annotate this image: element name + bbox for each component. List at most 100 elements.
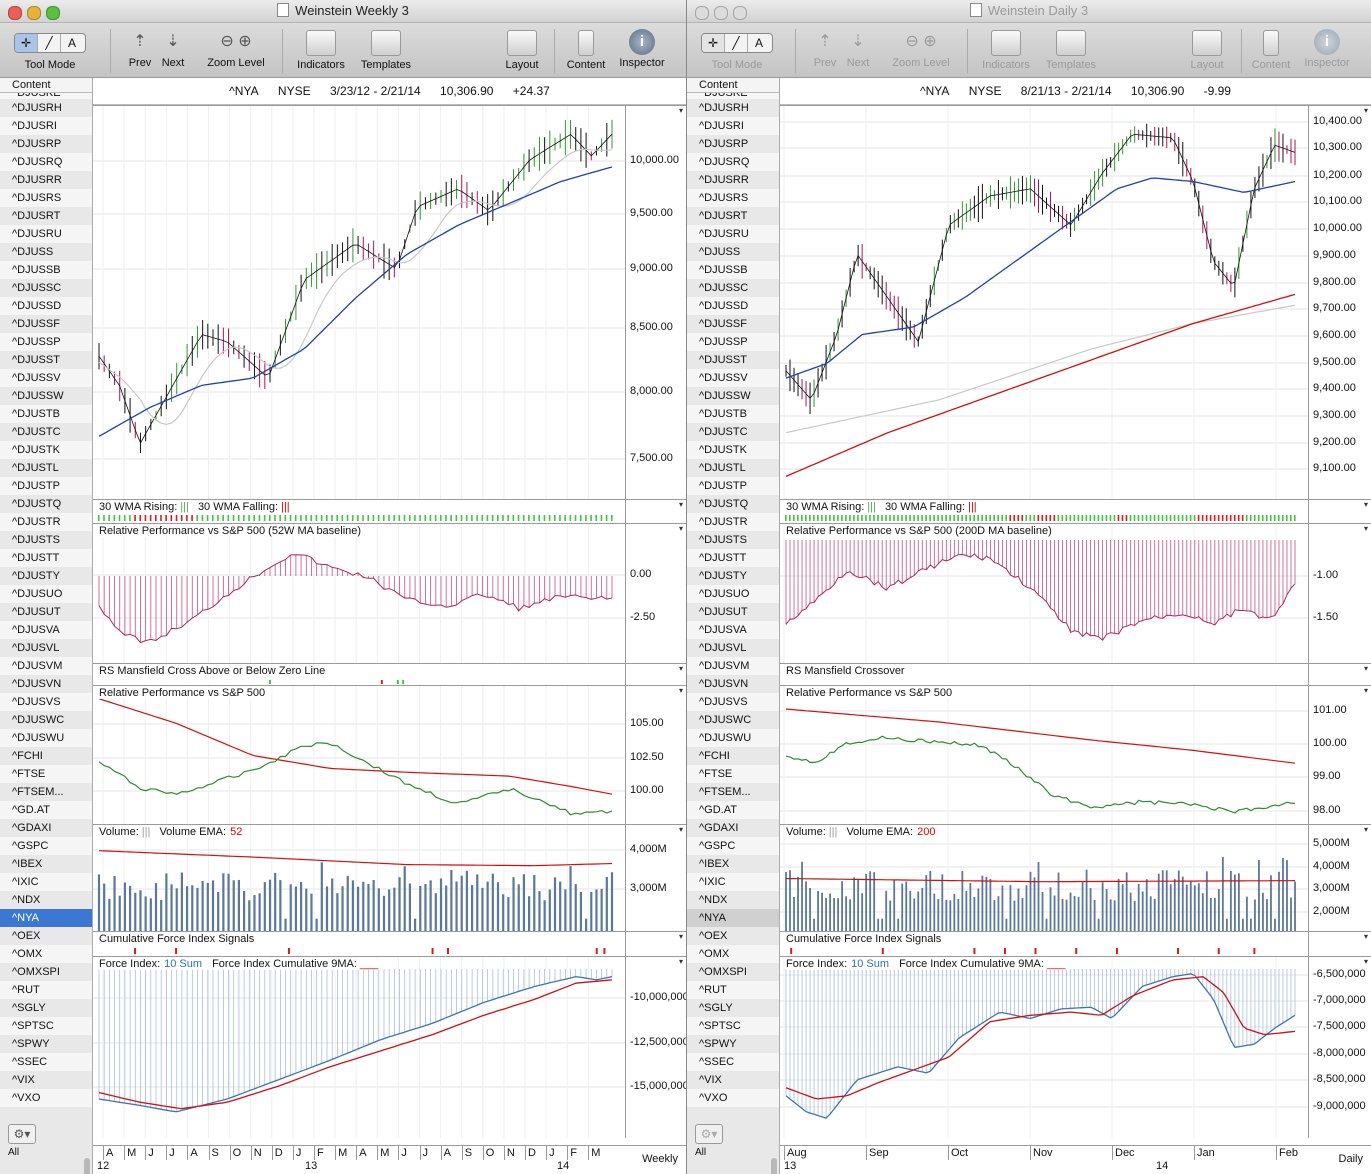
- sidebar-item[interactable]: ^GSPC: [687, 837, 779, 855]
- plot-price[interactable]: [780, 106, 1309, 500]
- sidebar-item[interactable]: ^GDAXI: [699, 822, 739, 834]
- sidebar-item[interactable]: ^IBEX: [12, 858, 43, 870]
- line-tool-icon[interactable]: ╱: [725, 34, 748, 52]
- pane-menu-icon[interactable]: ▾: [678, 825, 683, 834]
- plot-wma[interactable]: [780, 500, 1309, 524]
- sidebar-item[interactable]: ^SPTSC: [0, 1017, 92, 1035]
- sidebar-item[interactable]: ^DJUSKE: [687, 93, 779, 99]
- window-titlebar[interactable]: Weinstein Weekly 3: [0, 0, 686, 23]
- tool-mode-segmented[interactable]: ✛ ╱ A: [14, 33, 86, 53]
- sidebar-item[interactable]: ^DJUSVM: [687, 657, 779, 675]
- plot-vol[interactable]: [780, 825, 1309, 932]
- sidebar-item[interactable]: ^GDAXI: [12, 822, 52, 834]
- sidebar-item[interactable]: ^DJUSUT: [699, 606, 748, 618]
- pane-fi[interactable]: -6,500,000 -7,000,000 -7,500,000 -8,000,000…: [780, 956, 1371, 1138]
- sidebar-item[interactable]: ^DJUSTL: [12, 462, 59, 474]
- sidebar-item[interactable]: ^DJUSUO: [687, 585, 779, 603]
- sidebar-header[interactable]: Content: [687, 78, 779, 93]
- sidebar-item[interactable]: ^DJUSS: [699, 246, 741, 258]
- minimize-window-button[interactable]: [27, 6, 41, 20]
- sidebar-item[interactable]: ^DJUSRI: [0, 117, 92, 135]
- sidebar-item[interactable]: ^FTSEM...: [12, 786, 64, 798]
- sidebar-item[interactable]: ^DJUSTY: [699, 570, 747, 582]
- sidebar-item[interactable]: ^DJUSTL: [699, 462, 746, 474]
- sidebar-item[interactable]: ^DJUSSV: [0, 369, 92, 387]
- sidebar-item[interactable]: ^DJUSRR: [699, 174, 749, 186]
- sidebar-item[interactable]: ^IXIC: [687, 873, 779, 891]
- sidebar-item[interactable]: ^SPWY: [699, 1038, 737, 1050]
- sidebar-item[interactable]: ^DJUSRH: [12, 102, 62, 114]
- sidebar-item[interactable]: ^DJUSSP: [0, 333, 92, 351]
- sidebar-item[interactable]: ^IBEX: [699, 858, 730, 870]
- sidebar-item[interactable]: ^VIX: [699, 1074, 722, 1086]
- sidebar-item[interactable]: ^DJUSRI: [687, 117, 779, 135]
- sidebar-item[interactable]: ^DJUSRU: [687, 225, 779, 243]
- pane-menu-icon[interactable]: ▾: [1363, 500, 1368, 509]
- pane-vol[interactable]: 4,000M 3,000M ▾ Volume: ||| Volume EMA: 52: [93, 824, 686, 932]
- templates-button[interactable]: Templates: [1039, 27, 1103, 71]
- sidebar-header[interactable]: Content: [0, 78, 92, 93]
- gear-icon[interactable]: ⚙▾: [695, 1124, 723, 1144]
- minimize-window-button[interactable]: [714, 6, 728, 20]
- sidebar-item[interactable]: ^DJUSVA: [0, 621, 92, 639]
- tool-mode-segmented[interactable]: ✛ ╱ A: [701, 33, 773, 53]
- sidebar-item[interactable]: ^DJUSVL: [12, 642, 60, 654]
- tool-mode-control[interactable]: ✛ ╱ A Tool Mode: [701, 27, 773, 71]
- chart-area[interactable]: ^NYA NYSE 3/23/12 - 2/21/14 10,306.90 +2…: [93, 78, 686, 1174]
- sidebar-item[interactable]: ^DJUSTY: [12, 570, 60, 582]
- sidebar-item[interactable]: ^VIX: [12, 1074, 35, 1086]
- pane-wma[interactable]: ▾ 30 WMA Rising: ||| 30 WMA Falling: |||: [93, 499, 686, 524]
- gear-icon[interactable]: ⚙▾: [8, 1124, 36, 1144]
- pane-menu-icon[interactable]: ▾: [678, 686, 683, 695]
- sidebar-item[interactable]: ^DJUSWC: [699, 714, 752, 726]
- pane-cfi[interactable]: ▾ Cumulative Force Index Signals: [93, 931, 686, 957]
- pane-rps[interactable]: 105.00 102.50 100.00 ▾ Relative Performance …: [93, 685, 686, 825]
- pane-cfi[interactable]: ▾ Cumulative Force Index Signals: [780, 931, 1371, 957]
- pane-menu-icon[interactable]: ▾: [1363, 106, 1368, 115]
- sidebar-item[interactable]: ^GSPC: [0, 837, 92, 855]
- sidebar-item[interactable]: ^DJUSTC: [12, 426, 61, 438]
- content-button[interactable]: Content: [560, 27, 612, 71]
- pane-wma[interactable]: ▾ 30 WMA Rising: ||| 30 WMA Falling: |||: [780, 499, 1371, 524]
- pane-menu-icon[interactable]: ▾: [1363, 664, 1368, 673]
- sidebar-item[interactable]: ^DJUSRS: [0, 189, 92, 207]
- sidebar-item[interactable]: ^DJUSRR: [12, 174, 62, 186]
- line-tool-icon[interactable]: ╱: [38, 34, 61, 52]
- sidebar-item[interactable]: ^DJUSKE: [0, 93, 92, 99]
- sidebar-item[interactable]: ^FTSEM...: [699, 786, 751, 798]
- sidebar-item[interactable]: ^NDX: [12, 894, 41, 906]
- all-label[interactable]: All: [695, 1147, 707, 1158]
- sidebar-item[interactable]: ^DJUSWC: [12, 714, 65, 726]
- inspector-button[interactable]: i Inspector: [614, 27, 670, 69]
- sidebar-item[interactable]: ^NYA: [687, 909, 779, 927]
- sidebar-item[interactable]: ^VXO: [687, 1089, 779, 1107]
- date-axis[interactable]: Aug Sep Oct Nov Dec Jan Feb 13 14 Daily: [780, 1145, 1371, 1174]
- sidebar-item[interactable]: ^DJUSTP: [0, 477, 92, 495]
- prev-button[interactable]: ⇡ Prev: [809, 27, 841, 69]
- inspector-button[interactable]: i Inspector: [1299, 27, 1355, 69]
- next-button[interactable]: ⇣ Next: [841, 27, 875, 69]
- sidebar-item[interactable]: ^DJUSTQ: [699, 498, 749, 510]
- sidebar-item[interactable]: ^DJUSSF: [12, 318, 60, 330]
- sidebar-item[interactable]: ^DJUSSV: [687, 369, 779, 387]
- sidebar-item[interactable]: ^DJUSSB: [687, 261, 779, 279]
- pane-vol[interactable]: 5,000M 4,000M 3,000M 2,000M ▾ Volume: ||| Vol…: [780, 824, 1371, 932]
- sidebar-item[interactable]: ^GD.AT: [687, 801, 779, 819]
- period-label[interactable]: Daily: [1338, 1153, 1363, 1165]
- plot-wma[interactable]: [93, 500, 626, 524]
- sidebar-item[interactable]: ^DJUSVL: [699, 642, 747, 654]
- pane-price[interactable]: 10,000.00 9,500.00 9,000.00 8,500.00 8,000.0…: [93, 105, 686, 500]
- plot-price[interactable]: [93, 106, 626, 500]
- sidebar-item[interactable]: ^DJUSRQ: [0, 153, 92, 171]
- tool-mode-control[interactable]: ✛ ╱ A Tool Mode: [14, 27, 86, 71]
- sidebar-item[interactable]: ^SGLY: [699, 1002, 733, 1014]
- plot-rsm[interactable]: [93, 664, 626, 686]
- sidebar-item[interactable]: ^FTSE: [687, 765, 779, 783]
- sidebar-item[interactable]: ^VXO: [0, 1089, 92, 1107]
- pane-menu-icon[interactable]: ▾: [1363, 932, 1368, 941]
- next-button[interactable]: ⇣ Next: [156, 27, 190, 69]
- sidebar-item[interactable]: ^DJUSTS: [12, 534, 60, 546]
- zoom-window-button[interactable]: [733, 6, 747, 20]
- crosshair-icon[interactable]: ✛: [702, 34, 725, 52]
- sidebar-item[interactable]: ^DJUSVN: [12, 678, 62, 690]
